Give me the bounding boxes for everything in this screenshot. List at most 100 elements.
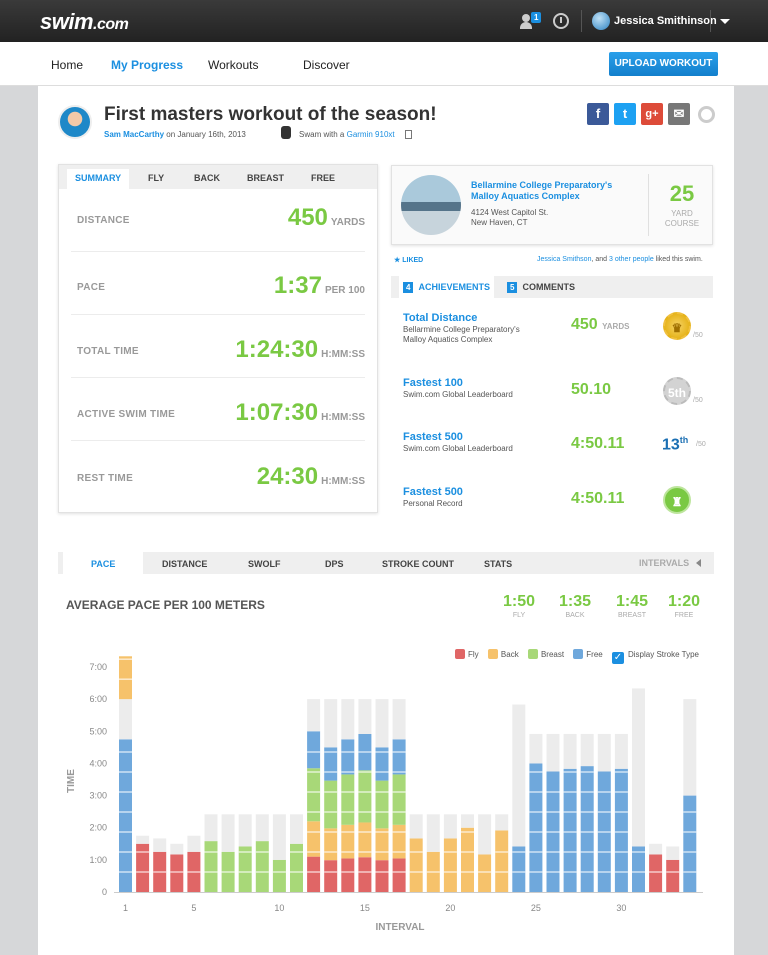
- nav-my-progress[interactable]: My Progress: [111, 58, 184, 72]
- chart-legend: Fly Back Breast Free ✓ Display Stroke Typ…: [455, 649, 706, 664]
- user-menu-caret-icon[interactable]: [720, 19, 730, 24]
- bar-back: [443, 838, 457, 892]
- silver-rank-medal-icon: 5th: [663, 377, 691, 405]
- achievement-item: Fastest 500 Personal Record 4:50.11 ♜: [403, 486, 713, 536]
- y-tick-label: 5:00: [89, 726, 107, 736]
- googleplus-share-icon[interactable]: g+: [641, 103, 663, 125]
- tab-pace[interactable]: PACE: [63, 552, 144, 574]
- document-icon[interactable]: [405, 130, 412, 139]
- legend-breast: Breast: [527, 649, 564, 659]
- bar-rest: [563, 733, 577, 769]
- tab-dps[interactable]: DPS: [325, 559, 344, 569]
- tab-distance[interactable]: DISTANCE: [162, 559, 208, 569]
- bar-rest: [426, 814, 440, 852]
- main-nav: Home My Progress Workouts Discover UPLOA…: [0, 42, 768, 86]
- device-link[interactable]: Garmin 910xt: [346, 130, 395, 139]
- achievement-item: Fastest 100 Swim.com Global Leaderboard …: [403, 377, 703, 405]
- bar-rest: [683, 699, 697, 796]
- bar-fly: [136, 843, 150, 892]
- tab-free[interactable]: FREE: [311, 173, 336, 183]
- bar-free: [683, 795, 697, 892]
- twitter-share-icon[interactable]: t: [614, 103, 636, 125]
- bar-rest: [307, 699, 321, 732]
- bar-segment-free: [307, 731, 321, 769]
- summary-row-pace: PACE 1:37 PER 100: [71, 252, 365, 315]
- tab-stroke-count[interactable]: STROKE COUNT: [382, 559, 454, 569]
- user-name[interactable]: Jessica Smithinson: [614, 15, 717, 27]
- tab-summary[interactable]: SUMMARY: [67, 169, 130, 189]
- x-tick-label: 15: [360, 903, 370, 913]
- author-link[interactable]: Sam MacCarthy: [104, 130, 165, 139]
- bar-free: [614, 768, 628, 892]
- settings-gear-icon[interactable]: [698, 106, 715, 123]
- friend-requests-icon[interactable]: 1: [520, 12, 542, 30]
- swimmer-avatar[interactable]: [58, 105, 92, 139]
- x-tick-label: 10: [274, 903, 284, 913]
- green-trophy-icon: ♜: [663, 486, 691, 514]
- x-tick-label: 1: [123, 903, 128, 913]
- tab-back[interactable]: BACK: [194, 173, 220, 183]
- summary-row-distance: DISTANCE 450 YARDS: [71, 189, 365, 252]
- y-axis-label: TIME: [66, 769, 77, 793]
- achievement-title[interactable]: Total Distance: [403, 312, 478, 324]
- bar-segment-fly: [307, 856, 321, 892]
- leaderboard-rank: 13th: [662, 435, 689, 454]
- achievement-value: 450 YARDS: [571, 316, 630, 333]
- bar-segment-free: [341, 739, 355, 775]
- bar-rest: [358, 699, 372, 734]
- legend-back: Back: [487, 649, 519, 659]
- tab-swolf[interactable]: SWOLF: [248, 559, 281, 569]
- bar-rest: [409, 814, 423, 839]
- liked-button[interactable]: ★ LIKED: [394, 257, 424, 264]
- workout-detail-panel: First masters workout of the season! Sam…: [38, 86, 734, 955]
- tab-stats[interactable]: STATS: [484, 559, 513, 569]
- tab-breast[interactable]: BREAST: [247, 173, 285, 183]
- nav-discover[interactable]: Discover: [303, 58, 350, 72]
- achievement-title[interactable]: Fastest 500: [403, 486, 463, 498]
- intervals-toggle[interactable]: INTERVALS: [639, 558, 690, 568]
- achievement-item: Total Distance Bellarmine College Prepar…: [403, 312, 703, 344]
- display-stroke-type-checkbox[interactable]: ✓ Display Stroke Type: [611, 650, 699, 664]
- other-likers-link[interactable]: 3 other people: [608, 256, 654, 263]
- user-avatar[interactable]: [592, 12, 610, 30]
- achievement-title[interactable]: Fastest 100: [403, 377, 463, 389]
- bar-free: [119, 739, 132, 892]
- y-tick-label: 1:00: [89, 855, 107, 865]
- bar-rest: [478, 814, 492, 855]
- facebook-share-icon[interactable]: f: [587, 103, 609, 125]
- nav-home[interactable]: Home: [51, 58, 84, 72]
- bar-segment-breast: [375, 780, 389, 829]
- bar-segment-back: [341, 824, 355, 859]
- upload-workout-button[interactable]: UPLOAD WORKOUT: [609, 52, 718, 76]
- bar-segment-breast: [358, 770, 372, 823]
- tab-fly[interactable]: FLY: [148, 173, 165, 183]
- pool-address: 4124 West Capitol St. New Haven, CT: [471, 208, 549, 227]
- bar-back: [478, 854, 492, 892]
- chevron-left-icon[interactable]: [696, 559, 701, 567]
- nav-workouts[interactable]: Workouts: [208, 58, 259, 72]
- bar-free: [512, 846, 526, 892]
- activity-icon[interactable]: [553, 13, 569, 29]
- bar-free: [632, 846, 645, 892]
- email-share-icon[interactable]: ✉: [668, 103, 690, 125]
- tab-achievements[interactable]: 4 ACHIEVEMENTS: [399, 276, 494, 298]
- pool-name-link[interactable]: Bellarmine College Preparatory's Malloy …: [471, 180, 613, 201]
- pool-photo[interactable]: [401, 175, 461, 235]
- achievement-title[interactable]: Fastest 500: [403, 431, 463, 443]
- bar-rest: [187, 835, 201, 852]
- y-tick-label: 4:00: [89, 758, 107, 768]
- bar-rest: [614, 733, 628, 769]
- bar-rest: [170, 843, 184, 855]
- bar-free: [563, 768, 577, 892]
- workout-title: First masters workout of the season!: [104, 104, 437, 125]
- bar-rest: [290, 814, 303, 844]
- tab-comments[interactable]: 5 COMMENTS: [507, 282, 575, 293]
- course-unit: YARD COURSE: [664, 209, 700, 228]
- bar-rest: [119, 699, 132, 740]
- swim-logo[interactable]: swim.com: [40, 9, 129, 34]
- bar-rest: [341, 699, 355, 740]
- bar-rest: [597, 733, 611, 772]
- liker-link[interactable]: Jessica Smithson: [537, 256, 592, 263]
- bar-segment-back: [375, 828, 389, 861]
- x-tick-label: 20: [445, 903, 455, 913]
